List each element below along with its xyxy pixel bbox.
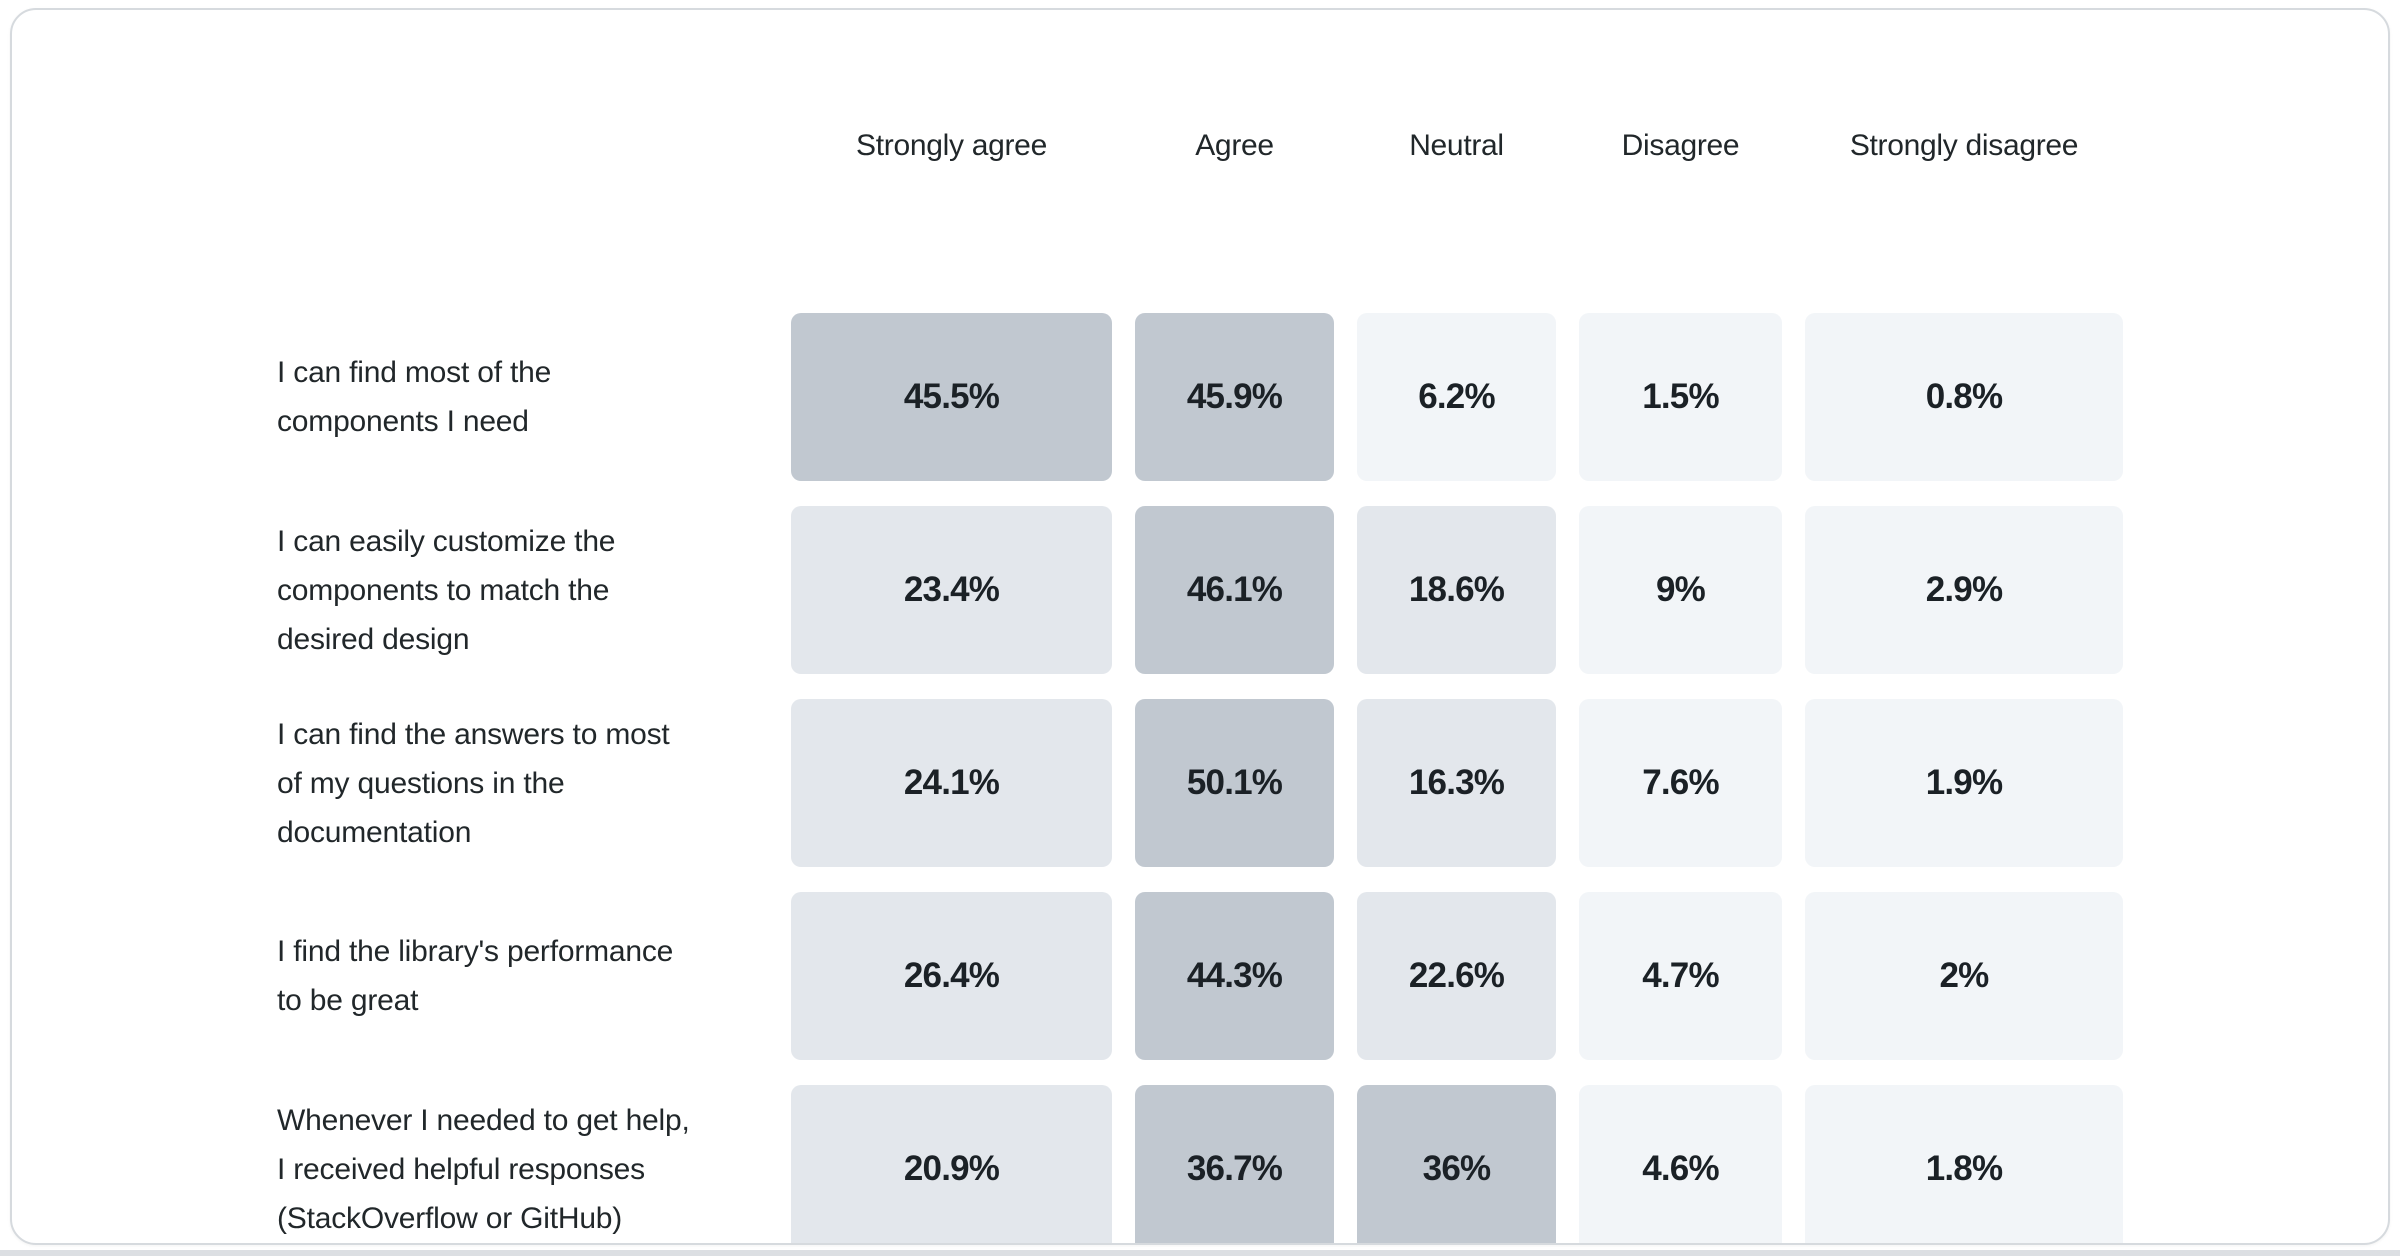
cell-value: 7.6%	[1642, 763, 1719, 802]
heatmap-cell: 4.6%	[1579, 1085, 1782, 1243]
heatmap-cell: 7.6%	[1579, 699, 1782, 867]
row-label-1: I can easily customize the components to…	[277, 524, 616, 656]
heatmap-cell: 46.1%	[1135, 506, 1334, 674]
heatmap-cell: 9%	[1579, 506, 1782, 674]
cell-value: 9%	[1656, 570, 1706, 609]
cell-value: 23.4%	[903, 570, 1000, 609]
heatmap-cell: 1.8%	[1805, 1085, 2123, 1243]
cell-value: 46.1%	[1186, 570, 1283, 609]
row-label-2: I can find the answers to most of my que…	[277, 717, 670, 849]
cell-value: 24.1%	[903, 763, 1000, 802]
column-header-neutral: Neutral	[1409, 129, 1504, 162]
cell-value: 6.2%	[1418, 377, 1495, 416]
cell-value: 26.4%	[903, 956, 1000, 995]
heatmap-cell: 20.9%	[791, 1085, 1112, 1243]
column-header-strongly-agree: Strongly agree	[856, 129, 1047, 162]
cell-value: 1.8%	[1925, 1149, 2003, 1188]
heatmap-cell: 36.7%	[1135, 1085, 1334, 1243]
cell-value: 44.3%	[1186, 956, 1283, 995]
heatmap-cell: 6.2%	[1357, 313, 1556, 481]
heatmap-cell: 24.1%	[791, 699, 1112, 867]
heatmap-cell: 22.6%	[1357, 892, 1556, 1060]
heatmap-cell: 2.9%	[1805, 506, 2123, 674]
cell-value: 4.7%	[1642, 956, 1719, 995]
column-header-strongly-disagree: Strongly disagree	[1849, 129, 2079, 162]
column-header-agree: Agree	[1195, 129, 1274, 162]
cell-value: 45.9%	[1186, 377, 1283, 416]
column-header-disagree: Disagree	[1621, 129, 1740, 162]
cell-value: 1.5%	[1642, 377, 1719, 416]
heatmap-cell: 45.5%	[791, 313, 1112, 481]
cell-value: 18.6%	[1408, 570, 1505, 609]
heatmap-cell: 16.3%	[1357, 699, 1556, 867]
heatmap-cell: 23.4%	[791, 506, 1112, 674]
cell-value: 50.1%	[1186, 763, 1283, 802]
heatmap-cell: 18.6%	[1357, 506, 1556, 674]
cell-value: 36.7%	[1186, 1149, 1283, 1188]
cell-value: 22.6%	[1408, 956, 1505, 995]
cell-value: 20.9%	[903, 1149, 1000, 1188]
cell-value: 0.8%	[1925, 377, 2003, 416]
table-corner-spacer	[277, 120, 768, 172]
heatmap-cell: 26.4%	[791, 892, 1112, 1060]
cell-value: 4.6%	[1642, 1149, 1719, 1188]
row-label-4: Whenever I needed to get help, I receive…	[277, 1103, 690, 1235]
cell-value: 36%	[1422, 1149, 1491, 1188]
cell-value: 16.3%	[1408, 763, 1505, 802]
cell-value: 45.5%	[903, 377, 1000, 416]
heatmap-cell: 0.8%	[1805, 313, 2123, 481]
heatmap-cell: 36%	[1357, 1085, 1556, 1243]
heatmap-cell: 2%	[1805, 892, 2123, 1060]
cell-value: 2%	[1939, 956, 1990, 995]
heatmap-cell: 44.3%	[1135, 892, 1334, 1060]
cell-value: 1.9%	[1925, 763, 2003, 802]
heatmap-cell: 45.9%	[1135, 313, 1334, 481]
heatmap-cell: 1.5%	[1579, 313, 1782, 481]
row-label-0: I can find most of the components I need	[277, 356, 552, 438]
row-label-3: I find the library's performance to be g…	[277, 935, 674, 1017]
heatmap-cell: 1.9%	[1805, 699, 2123, 867]
heatmap-cell: 50.1%	[1135, 699, 1334, 867]
next-section-edge	[0, 1250, 2400, 1256]
survey-results-card: Strongly agree Agree Neutral Disagree Strong…	[10, 8, 2390, 1245]
likert-heatmap: Strongly agree Agree Neutral Disagree Strong…	[12, 10, 2388, 1243]
heatmap-cell: 4.7%	[1579, 892, 1782, 1060]
cell-value: 2.9%	[1925, 570, 2003, 609]
